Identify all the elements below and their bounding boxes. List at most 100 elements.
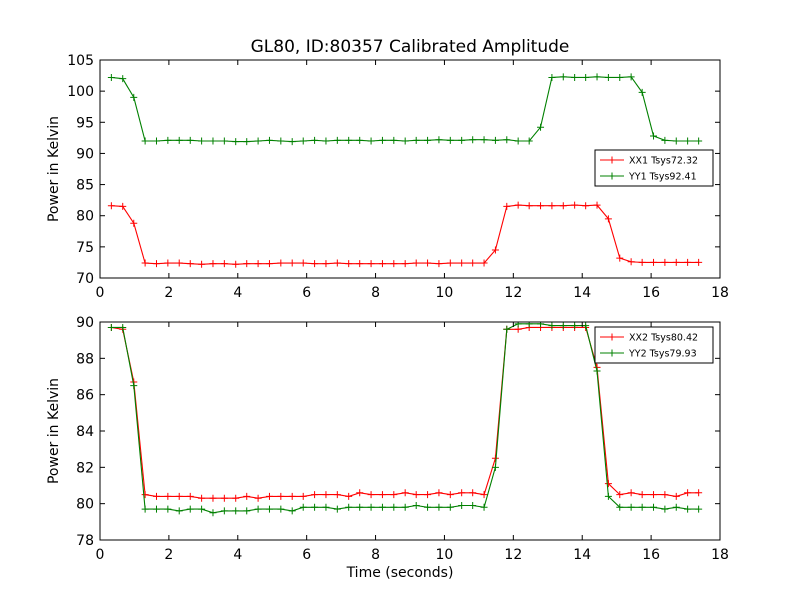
data-point-marker: [695, 137, 703, 145]
data-point-marker: [322, 503, 330, 511]
data-point-marker: [627, 503, 635, 511]
data-point-marker: [311, 503, 319, 511]
data-point-marker: [571, 322, 579, 330]
data-point-marker: [582, 73, 590, 81]
data-point-marker: [537, 202, 545, 210]
data-point-marker: [503, 136, 511, 144]
data-point-marker: [130, 382, 138, 390]
x-tick-label: 16: [642, 547, 660, 563]
x-tick-label: 14: [573, 285, 591, 301]
data-point-marker: [514, 201, 522, 209]
data-point-marker: [480, 503, 488, 511]
data-point-marker: [548, 322, 556, 330]
data-point-marker: [277, 505, 285, 513]
data-point-marker: [367, 137, 375, 145]
data-point-marker: [356, 489, 364, 497]
x-tick-label: 10: [436, 547, 454, 563]
data-point-marker: [525, 322, 533, 328]
data-point-marker: [254, 494, 262, 502]
y-tick-label: 80: [76, 497, 94, 513]
data-point-marker: [571, 73, 579, 81]
x-tick-label: 4: [233, 285, 242, 301]
data-point-marker: [638, 491, 646, 499]
data-point-marker: [345, 260, 353, 268]
y-tick-label: 90: [76, 146, 94, 162]
legend-swatch-marker: [608, 349, 616, 357]
legend-label: XX1 Tsys72.32: [629, 156, 698, 167]
data-point-marker: [446, 136, 454, 144]
y-tick-label: 85: [76, 178, 94, 194]
data-point-marker: [175, 492, 183, 500]
data-point-marker: [627, 489, 635, 497]
data-point-marker: [186, 260, 194, 268]
data-point-marker: [650, 491, 658, 499]
data-point-marker: [107, 73, 115, 81]
data-point-marker: [548, 73, 556, 81]
data-point-marker: [435, 503, 443, 511]
y-tick-label: 90: [76, 315, 94, 331]
data-point-marker: [119, 75, 127, 83]
data-point-marker: [254, 505, 262, 513]
data-point-marker: [198, 494, 206, 502]
data-point-marker: [458, 489, 466, 497]
data-point-marker: [288, 138, 296, 146]
data-point-marker: [277, 492, 285, 500]
data-point-marker: [232, 260, 240, 268]
data-point-marker: [661, 491, 669, 499]
data-point-marker: [650, 132, 658, 140]
data-point-marker: [435, 260, 443, 268]
y-tick-label: 105: [67, 53, 94, 69]
data-point-marker: [446, 259, 454, 267]
data-point-marker: [593, 367, 601, 375]
data-point-marker: [288, 259, 296, 267]
y-tick-label: 86: [76, 388, 94, 404]
data-point-marker: [220, 137, 228, 145]
data-point-marker: [537, 123, 545, 131]
data-point-marker: [401, 260, 409, 268]
data-point-marker: [424, 259, 432, 267]
data-point-marker: [525, 137, 533, 145]
legend-box: [594, 149, 714, 187]
data-point-marker: [684, 137, 692, 145]
data-point-marker: [209, 260, 217, 268]
data-point-marker: [333, 136, 341, 144]
data-point-marker: [164, 492, 172, 500]
data-point-marker: [220, 507, 228, 515]
data-point-marker: [254, 260, 262, 268]
data-point-marker: [559, 73, 567, 81]
x-tick-label: 18: [711, 547, 729, 563]
y-tick-label: 100: [67, 84, 94, 100]
data-point-marker: [503, 202, 511, 210]
y-axis-label: Power in Kelvin: [46, 116, 62, 222]
data-point-marker: [175, 507, 183, 515]
data-point-marker: [198, 137, 206, 145]
data-point-marker: [627, 258, 635, 266]
data-point-marker: [469, 489, 477, 497]
data-point-marker: [412, 501, 420, 509]
data-point-marker: [604, 73, 612, 81]
data-point-marker: [141, 137, 149, 145]
data-point-marker: [277, 137, 285, 145]
data-point-marker: [367, 491, 375, 499]
data-point-marker: [435, 136, 443, 144]
data-point-marker: [311, 491, 319, 499]
data-point-marker: [616, 73, 624, 81]
data-point-marker: [345, 503, 353, 511]
data-point-marker: [424, 491, 432, 499]
legend-label: YY1 Tsys92.41: [628, 172, 697, 183]
data-point-marker: [491, 463, 499, 471]
data-point-marker: [412, 259, 420, 267]
data-point-marker: [311, 260, 319, 268]
series-xx2: [107, 323, 703, 502]
data-point-marker: [390, 260, 398, 268]
data-point-marker: [604, 480, 612, 488]
data-point-marker: [265, 492, 273, 500]
data-point-marker: [458, 259, 466, 267]
x-axis-label: Time (seconds): [346, 565, 454, 581]
data-point-marker: [593, 201, 601, 209]
data-point-marker: [186, 492, 194, 500]
data-point-marker: [514, 137, 522, 145]
legend-swatch-marker: [608, 172, 616, 180]
x-tick-label: 18: [711, 285, 729, 301]
data-point-marker: [446, 503, 454, 511]
